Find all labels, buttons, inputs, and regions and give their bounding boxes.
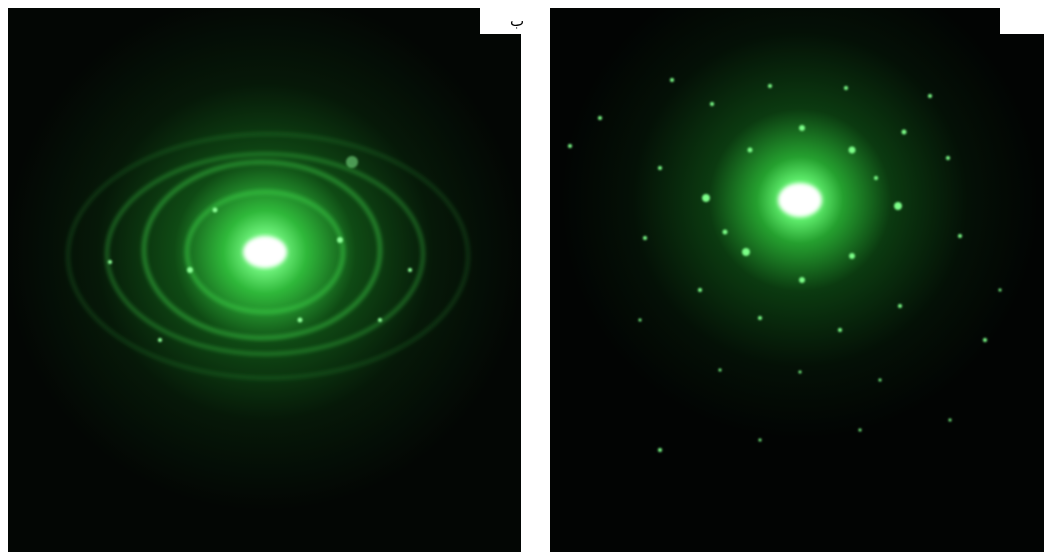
right-panel: لف [550, 8, 1044, 552]
central-beam [778, 183, 822, 217]
panel-label: ب [510, 12, 524, 30]
central-beam [243, 236, 287, 268]
diffraction-image [550, 8, 1044, 552]
figure: ب لف [0, 0, 1044, 552]
diffraction-image [8, 8, 521, 552]
left-panel: ب [8, 8, 524, 552]
label-box [1000, 8, 1044, 34]
page: ب لف (() => { const data = J [0, 0, 1044, 552]
